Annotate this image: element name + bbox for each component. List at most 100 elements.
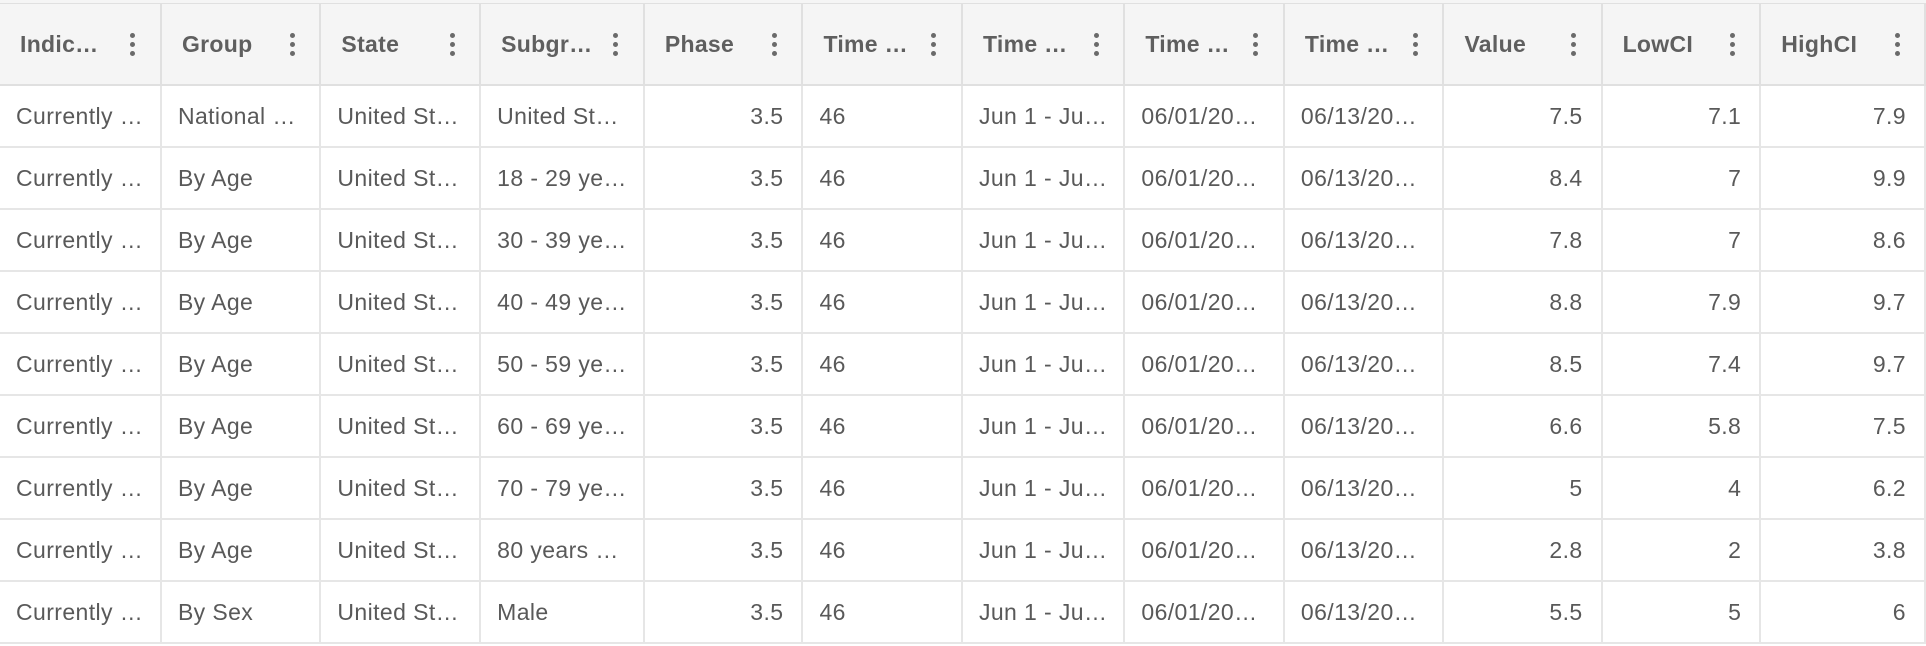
cell-value[interactable]: 8.5 — [1443, 333, 1603, 396]
cell-group[interactable]: By Age — [160, 147, 322, 210]
cell-time-period[interactable]: 46 — [802, 519, 963, 582]
cell-phase[interactable]: 3.5 — [643, 147, 804, 210]
kebab-menu-icon[interactable] — [1404, 27, 1426, 61]
column-header-time-period[interactable]: Time … — [802, 4, 963, 86]
cell-time-period-label[interactable]: Jun 1 - Ju… — [961, 271, 1126, 334]
cell-time-period-start[interactable]: 06/01/20… — [1124, 271, 1285, 334]
kebab-menu-icon[interactable] — [763, 27, 785, 61]
table-row[interactable]: Currently … By Age United St… 80 years … 3.5… — [0, 519, 1926, 582]
cell-state[interactable]: United St… — [320, 147, 482, 210]
cell-indicator[interactable]: Currently … — [0, 395, 162, 458]
cell-time-period-label[interactable]: Jun 1 - Ju… — [961, 519, 1126, 582]
cell-lowci[interactable]: 2 — [1601, 519, 1762, 582]
cell-subgroup[interactable]: 80 years … — [480, 519, 645, 582]
cell-time-period-end[interactable]: 06/13/20… — [1283, 581, 1445, 644]
cell-highci[interactable]: 6 — [1760, 581, 1926, 644]
table-row[interactable]: Currently … By Age United St… 60 - 69 ye… 3.… — [0, 395, 1926, 458]
cell-phase[interactable]: 3.5 — [643, 85, 804, 148]
column-header-state[interactable]: State — [320, 4, 482, 86]
cell-lowci[interactable]: 7.4 — [1601, 333, 1762, 396]
cell-lowci[interactable]: 7 — [1601, 147, 1762, 210]
cell-time-period-start[interactable]: 06/01/20… — [1124, 147, 1285, 210]
table-row[interactable]: Currently … By Age United St… 40 - 49 ye… 3.… — [0, 271, 1926, 334]
cell-time-period-label[interactable]: Jun 1 - Ju… — [961, 457, 1126, 520]
cell-subgroup[interactable]: 70 - 79 ye… — [480, 457, 645, 520]
cell-time-period-start[interactable]: 06/01/20… — [1124, 457, 1285, 520]
cell-lowci[interactable]: 4 — [1601, 457, 1762, 520]
cell-phase[interactable]: 3.5 — [643, 581, 804, 644]
table-row[interactable]: Currently … By Sex United St… Male 3.5 46 Jun … — [0, 581, 1926, 644]
cell-time-period-end[interactable]: 06/13/20… — [1283, 85, 1445, 148]
cell-indicator[interactable]: Currently … — [0, 581, 162, 644]
cell-state[interactable]: United St… — [320, 85, 482, 148]
cell-lowci[interactable]: 5.8 — [1601, 395, 1762, 458]
cell-time-period[interactable]: 46 — [802, 209, 963, 272]
cell-highci[interactable]: 7.5 — [1760, 395, 1926, 458]
table-row[interactable]: Currently … By Age United St… 70 - 79 ye… 3.… — [0, 457, 1926, 520]
cell-time-period-start[interactable]: 06/01/20… — [1124, 333, 1285, 396]
cell-phase[interactable]: 3.5 — [643, 519, 804, 582]
cell-group[interactable]: By Age — [160, 395, 322, 458]
cell-time-period[interactable]: 46 — [802, 85, 963, 148]
cell-indicator[interactable]: Currently … — [0, 147, 162, 210]
cell-indicator[interactable]: Currently … — [0, 271, 162, 334]
cell-state[interactable]: United St… — [320, 457, 482, 520]
cell-value[interactable]: 6.6 — [1443, 395, 1603, 458]
cell-subgroup[interactable]: 60 - 69 ye… — [480, 395, 645, 458]
cell-time-period[interactable]: 46 — [802, 581, 963, 644]
cell-indicator[interactable]: Currently … — [0, 457, 162, 520]
cell-phase[interactable]: 3.5 — [643, 333, 804, 396]
cell-time-period[interactable]: 46 — [802, 271, 963, 334]
cell-phase[interactable]: 3.5 — [643, 271, 804, 334]
cell-lowci[interactable]: 7 — [1601, 209, 1762, 272]
cell-group[interactable]: By Age — [160, 209, 322, 272]
cell-time-period-start[interactable]: 06/01/20… — [1124, 85, 1285, 148]
cell-group[interactable]: By Age — [160, 271, 322, 334]
cell-state[interactable]: United St… — [320, 209, 482, 272]
kebab-menu-icon[interactable] — [441, 27, 463, 61]
cell-value[interactable]: 5 — [1443, 457, 1603, 520]
cell-time-period-label[interactable]: Jun 1 - Ju… — [961, 395, 1126, 458]
column-header-time-period-end[interactable]: Time … — [1283, 4, 1445, 86]
cell-time-period-start[interactable]: 06/01/20… — [1124, 519, 1285, 582]
cell-time-period[interactable]: 46 — [802, 457, 963, 520]
cell-highci[interactable]: 7.9 — [1760, 85, 1926, 148]
cell-state[interactable]: United St… — [320, 271, 482, 334]
cell-time-period-end[interactable]: 06/13/20… — [1283, 457, 1445, 520]
table-row[interactable]: Currently … By Age United St… 18 - 29 ye… 3.… — [0, 147, 1926, 210]
kebab-menu-icon[interactable] — [1886, 27, 1908, 61]
column-header-highci[interactable]: HighCI — [1760, 4, 1926, 86]
cell-time-period[interactable]: 46 — [802, 147, 963, 210]
cell-indicator[interactable]: Currently … — [0, 209, 162, 272]
column-header-value[interactable]: Value — [1443, 4, 1603, 86]
cell-value[interactable]: 7.5 — [1443, 85, 1603, 148]
cell-time-period-label[interactable]: Jun 1 - Ju… — [961, 333, 1126, 396]
cell-time-period-label[interactable]: Jun 1 - Ju… — [961, 85, 1126, 148]
kebab-menu-icon[interactable] — [923, 27, 945, 61]
cell-state[interactable]: United St… — [320, 581, 482, 644]
cell-phase[interactable]: 3.5 — [643, 209, 804, 272]
column-header-time-period-start[interactable]: Time … — [1124, 4, 1285, 86]
cell-phase[interactable]: 3.5 — [643, 395, 804, 458]
cell-phase[interactable]: 3.5 — [643, 457, 804, 520]
cell-time-period-end[interactable]: 06/13/20… — [1283, 147, 1445, 210]
cell-indicator[interactable]: Currently … — [0, 519, 162, 582]
cell-time-period-label[interactable]: Jun 1 - Ju… — [961, 147, 1126, 210]
cell-time-period-label[interactable]: Jun 1 - Ju… — [961, 581, 1126, 644]
cell-value[interactable]: 5.5 — [1443, 581, 1603, 644]
column-header-indicator[interactable]: Indic… — [0, 4, 162, 86]
cell-state[interactable]: United St… — [320, 333, 482, 396]
cell-lowci[interactable]: 7.9 — [1601, 271, 1762, 334]
cell-highci[interactable]: 9.9 — [1760, 147, 1926, 210]
cell-time-period[interactable]: 46 — [802, 395, 963, 458]
cell-lowci[interactable]: 5 — [1601, 581, 1762, 644]
cell-highci[interactable]: 9.7 — [1760, 271, 1926, 334]
cell-highci[interactable]: 6.2 — [1760, 457, 1926, 520]
cell-time-period-end[interactable]: 06/13/20… — [1283, 271, 1445, 334]
cell-time-period-start[interactable]: 06/01/20… — [1124, 581, 1285, 644]
cell-group[interactable]: By Age — [160, 519, 322, 582]
cell-indicator[interactable]: Currently … — [0, 85, 162, 148]
cell-highci[interactable]: 8.6 — [1760, 209, 1926, 272]
column-header-group[interactable]: Group — [160, 4, 322, 86]
cell-subgroup[interactable]: 30 - 39 ye… — [480, 209, 645, 272]
